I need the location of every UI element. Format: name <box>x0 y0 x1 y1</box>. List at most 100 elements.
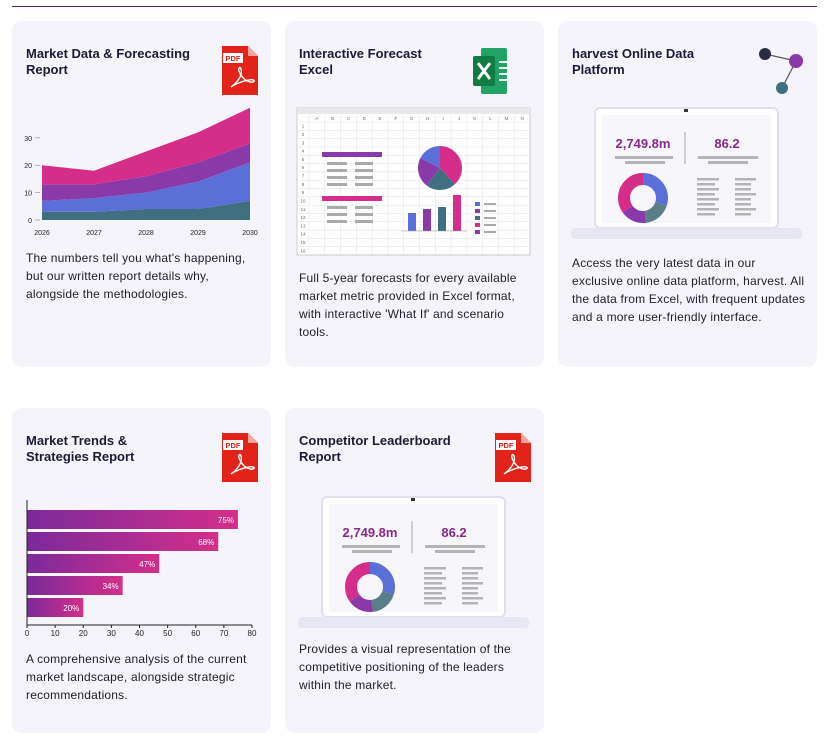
placeholder-line <box>424 572 442 575</box>
placeholder-line <box>735 208 756 211</box>
card[interactable]: Market Trends & Strategies Report PDF 75%… <box>12 408 271 733</box>
laptop-camera <box>684 109 688 112</box>
x-tick-label: 2030 <box>242 230 258 237</box>
acrobat-mark <box>503 453 528 475</box>
area <box>42 107 250 185</box>
bar <box>27 598 84 617</box>
card[interactable]: harvest Online Data Platform 2,749.8m 86.… <box>558 21 817 367</box>
card-description: A comprehensive analysis of the current … <box>26 652 247 702</box>
stat-value: 86.2 <box>441 525 466 540</box>
pdf-label: PDF <box>226 54 241 63</box>
card[interactable]: Competitor Leaderboard Report PDF 2,749.8… <box>285 408 544 733</box>
placeholder-line <box>735 178 756 181</box>
cell-line <box>355 220 373 223</box>
row-header: 7 <box>302 174 305 179</box>
laptop-camera <box>411 498 415 501</box>
column-header: G <box>410 116 414 121</box>
x-tick-label: 70 <box>219 629 228 638</box>
excel-line <box>499 73 509 75</box>
sheet-bar <box>438 207 446 231</box>
legend-line <box>484 217 496 219</box>
y-tick-label: 30 <box>24 136 32 143</box>
pdf-fold <box>521 433 531 443</box>
pdf-badge <box>223 53 243 63</box>
placeholder-line <box>424 592 442 595</box>
card-description: Provides a visual representation of the … <box>299 642 511 692</box>
row-header: 10 <box>300 198 306 203</box>
x-tick-label: 30 <box>107 629 116 638</box>
pie-slice <box>418 146 462 190</box>
placeholder-line <box>424 567 446 570</box>
column-header: D <box>363 116 367 121</box>
x-tick-label: 2026 <box>34 230 50 237</box>
placeholder-line <box>424 582 442 585</box>
laptop-base <box>571 228 802 239</box>
placeholder-line <box>462 577 478 580</box>
cell-line <box>355 162 373 165</box>
column-header: A <box>315 116 318 121</box>
value-label: 75% <box>218 516 234 525</box>
placeholder-line <box>462 567 483 570</box>
top-rule <box>12 6 817 7</box>
cell-line <box>327 213 347 216</box>
row-header: 11 <box>301 207 306 212</box>
placeholder-line <box>462 582 483 585</box>
placeholder-line <box>435 550 475 553</box>
placeholder-line <box>735 203 751 206</box>
y-tick-label: 20 <box>24 163 32 170</box>
acrobat-mark <box>230 66 255 88</box>
placeholder-line <box>462 597 483 600</box>
column-header: B <box>331 116 334 121</box>
placeholder-line <box>735 198 751 201</box>
row-header: 16 <box>300 248 306 253</box>
stat-value: 86.2 <box>714 136 739 151</box>
legend-swatch <box>475 216 480 220</box>
cell-line <box>327 206 347 209</box>
value-label: 68% <box>198 538 214 547</box>
card[interactable]: Interactive Forecast Excel A B C D E F G H I J K L M… <box>285 21 544 367</box>
network-node <box>789 54 803 68</box>
placeholder-line <box>352 550 392 553</box>
x-tick-label: 40 <box>135 629 144 638</box>
row-header: 8 <box>302 182 305 187</box>
legend-line <box>484 231 496 233</box>
area <box>42 143 250 201</box>
row-header: 3 <box>302 140 305 145</box>
x-tick-label: 0 <box>25 629 30 638</box>
placeholder-line <box>615 156 673 159</box>
column-header: H <box>426 116 429 121</box>
legend-line <box>484 210 496 212</box>
card-title: Market Data & Forecasting Report <box>26 46 190 77</box>
pdf-label: PDF <box>499 441 514 450</box>
placeholder-line <box>425 545 485 548</box>
donut-segment <box>618 173 668 223</box>
x-tick-label: 2028 <box>138 230 154 237</box>
x-tick-label: 80 <box>248 629 257 638</box>
placeholder-line <box>697 193 715 196</box>
x-tick-label: 10 <box>51 629 60 638</box>
placeholder-line <box>708 161 748 164</box>
column-header: K <box>473 116 476 121</box>
excel-line <box>499 61 509 63</box>
y-tick-label: 10 <box>24 191 32 198</box>
bar <box>27 510 238 529</box>
excel-line <box>499 67 509 69</box>
column-header: F <box>394 116 397 121</box>
row-header: 9 <box>302 190 305 195</box>
card-title: harvest Online Data Platform <box>572 46 695 77</box>
legend-swatch <box>475 209 480 213</box>
row-header: 4 <box>302 149 305 154</box>
card[interactable]: Market Data & Forecasting Report PDF 0 10 2… <box>12 21 271 367</box>
placeholder-line <box>735 188 751 191</box>
value-label: 20% <box>63 604 79 613</box>
placeholder-line <box>697 213 715 216</box>
placeholder-line <box>625 161 665 164</box>
network-node <box>759 48 771 60</box>
legend-swatch <box>475 230 480 234</box>
placeholder-line <box>698 156 758 159</box>
column-header: J <box>458 116 460 121</box>
placeholder-line <box>697 198 719 201</box>
stat-value: 2,749.8m <box>616 136 671 151</box>
row-header: 2 <box>302 132 305 137</box>
sheet-toolbar <box>297 108 530 114</box>
